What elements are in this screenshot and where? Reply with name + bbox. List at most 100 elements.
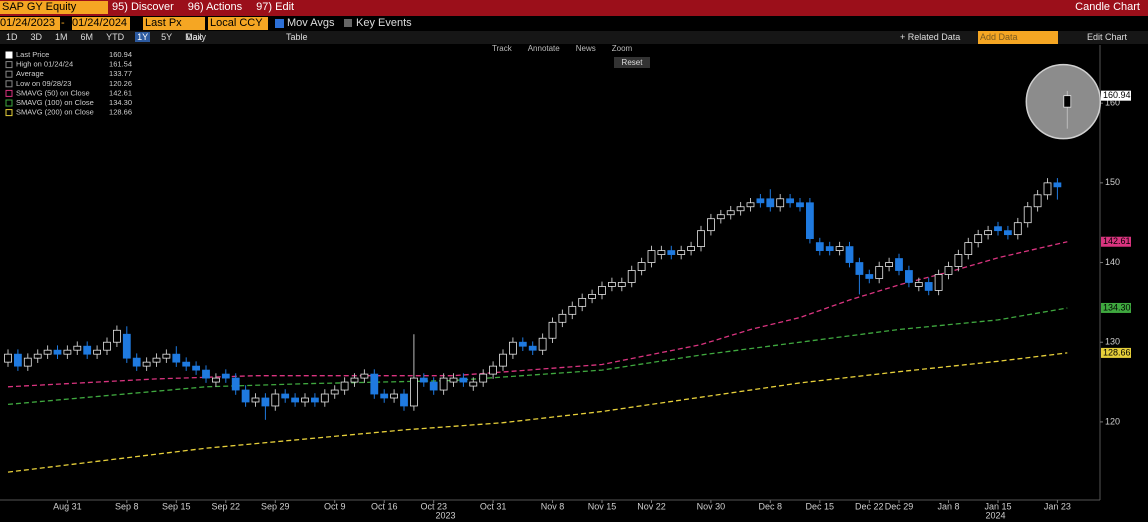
candle-body: [301, 397, 309, 403]
last-highlight: [1025, 63, 1102, 140]
chart-kind: Candle Chart: [1075, 1, 1140, 13]
candle-body: [726, 210, 735, 216]
y-tick-label: 160: [1105, 98, 1120, 108]
ticker[interactable]: SAP GY Equity: [0, 1, 108, 14]
candle-body: [538, 337, 547, 351]
candle-body: [182, 361, 191, 367]
candle-body: [370, 373, 379, 395]
candle-body: [657, 250, 666, 255]
candle-body: [33, 353, 42, 359]
menu[interactable]: 95) Discover: [112, 1, 174, 13]
candle-body: [380, 393, 389, 399]
legend-label: Low on 09/28/23: [16, 79, 71, 88]
candle-body: [875, 266, 884, 279]
table-button[interactable]: Table: [286, 32, 308, 42]
candle-body: [202, 369, 210, 379]
candle-body: [647, 250, 656, 263]
x-tick-label: Nov 30: [697, 501, 726, 511]
candle-body: [400, 393, 408, 407]
menu[interactable]: 96) Actions: [187, 1, 243, 13]
chart-tool[interactable]: Track: [492, 44, 512, 53]
candle-body: [845, 246, 854, 263]
candle-body: [994, 226, 1002, 232]
x-tick-label: Oct 31: [480, 501, 507, 511]
candle-body: [261, 397, 270, 407]
candle-body: [716, 214, 725, 220]
period-button[interactable]: 5Y: [161, 32, 173, 42]
candle-body: [172, 353, 181, 363]
period-button[interactable]: Max: [185, 32, 203, 42]
sma-line: [7, 352, 1068, 473]
sma-tag: 128.66: [1103, 347, 1131, 357]
x-tick-label: Aug 31: [53, 501, 82, 511]
field[interactable]: Last Px: [143, 17, 205, 30]
x-tick-label: Oct 16: [371, 501, 398, 511]
candle-body: [320, 393, 329, 403]
candle-body: [409, 377, 418, 407]
y-tick-label: 150: [1105, 177, 1120, 187]
chart-tool[interactable]: Zoom: [611, 44, 633, 53]
legend-value: 142.61: [109, 88, 132, 97]
period-button[interactable]: YTD: [106, 32, 125, 42]
candle-body: [835, 246, 844, 251]
candle-body: [964, 242, 973, 255]
x-tick-label: Jan 23: [1044, 501, 1071, 511]
chart-tools: Track Annotate News Zoom: [492, 44, 648, 53]
candle-body: [766, 198, 775, 208]
legend-value: 120.26: [109, 79, 132, 88]
x-tick-label: Sep 29: [261, 501, 290, 511]
candle-body: [905, 270, 913, 283]
candle-body: [211, 377, 220, 383]
candle-body: [1043, 182, 1052, 196]
x-tick-label: Dec 15: [806, 501, 835, 511]
end-date[interactable]: 01/24/2024: [72, 17, 130, 30]
legend-label: Average: [16, 69, 44, 78]
candle-body: [419, 377, 428, 383]
candle-body: [687, 246, 695, 251]
candle-body: [707, 218, 715, 232]
x-tick-label: Dec 22: [855, 501, 884, 511]
candle-body: [608, 282, 616, 287]
checkbox[interactable]: [344, 19, 352, 27]
key-events[interactable]: Key Events: [356, 17, 412, 29]
period-button[interactable]: 1Y: [135, 32, 151, 42]
start-date[interactable]: 01/24/2023: [0, 17, 60, 30]
legend-label: SMAVG (50) on Close: [16, 88, 90, 97]
legend-swatch: [5, 51, 13, 59]
related-data[interactable]: + Related Data: [900, 32, 961, 42]
period-button[interactable]: 1M: [55, 32, 68, 42]
sma-tag-bg: [1101, 302, 1131, 313]
add-data[interactable]: Add Data: [978, 31, 1058, 44]
candle-body: [776, 198, 785, 208]
candle-body: [93, 349, 101, 355]
candle-body: [489, 365, 498, 375]
reset-button[interactable]: Reset: [614, 57, 650, 68]
period-button[interactable]: 3D: [30, 32, 43, 42]
edit-chart[interactable]: Edit Chart: [1087, 32, 1128, 42]
legend-value: 133.77: [109, 69, 132, 78]
chart-tool[interactable]: Annotate: [527, 44, 560, 53]
menu[interactable]: 97) Edit: [256, 1, 295, 13]
periods: 1D 3D 1M 6M YTD 1Y 5Y Max: [4, 31, 213, 44]
candle-body: [914, 282, 923, 287]
x-tick-label: Dec 29: [885, 501, 914, 511]
legend-swatch: [5, 61, 13, 69]
checkbox[interactable]: [275, 19, 284, 28]
legend-swatch: [5, 99, 13, 107]
title-bar: SAP GY Equity 95) Discover 96) Actions 97)…: [0, 0, 1148, 16]
legend-swatch: [5, 70, 13, 78]
frequency[interactable]: Daily: [186, 32, 207, 42]
period-button[interactable]: 1D: [6, 32, 18, 42]
mov-avgs[interactable]: Mov Avgs: [287, 17, 335, 29]
candle-body: [83, 345, 92, 355]
currency[interactable]: Local CCY: [208, 17, 268, 30]
chart-tool[interactable]: News: [575, 44, 596, 53]
legend-value: 160.94: [109, 50, 132, 59]
candle-body: [1063, 95, 1072, 108]
last-price-tag-bg: [1101, 90, 1131, 101]
y-tick-label: 140: [1105, 257, 1120, 267]
candle-body: [231, 377, 240, 391]
candle-body: [578, 297, 587, 307]
sma-line: [7, 241, 1068, 388]
period-button[interactable]: 6M: [80, 32, 94, 42]
